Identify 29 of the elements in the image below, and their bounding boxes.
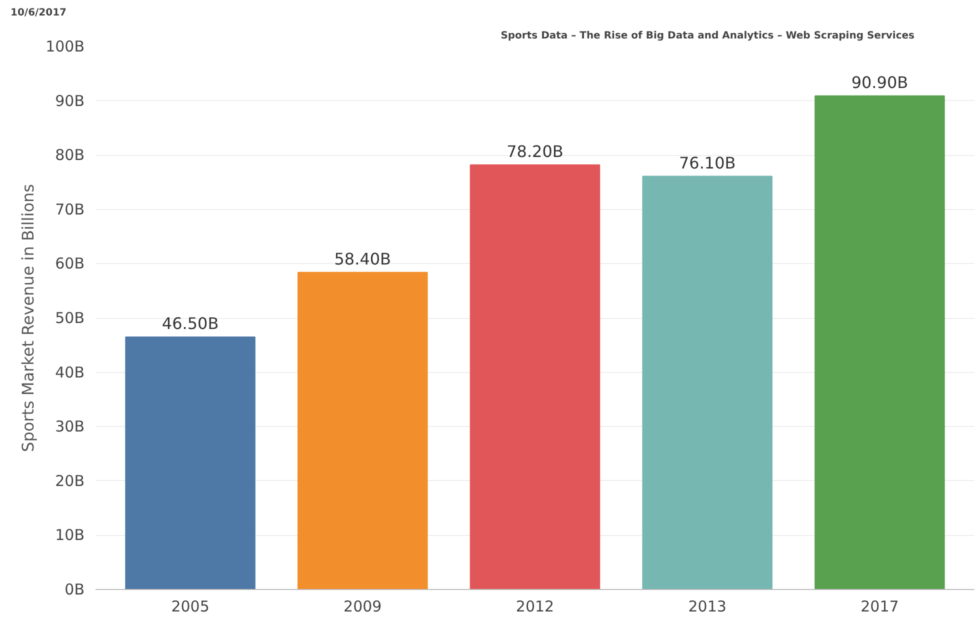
y-axis-title: Sports Market Revenue in Billions: [18, 184, 38, 452]
chart-title: Sports Data – The Rise of Big Data and Analytics – Web Scraping Services: [500, 30, 915, 42]
y-tick-label: 0B: [64, 580, 85, 598]
data-label: 90.90B: [851, 72, 908, 92]
x-tick-label: 2017: [860, 598, 899, 616]
data-label: 58.40B: [334, 249, 392, 268]
data-label: 76.10B: [678, 153, 736, 172]
data-label: 78.20B: [506, 142, 564, 161]
y-tick-label: 80B: [55, 146, 85, 164]
bar: [470, 164, 600, 590]
y-tick-label: 40B: [55, 363, 85, 382]
text: 10/6/2017: [10, 8, 67, 18]
x-tick-label: 2009: [344, 598, 382, 616]
bar: [642, 176, 772, 590]
y-tick-label: 10B: [55, 526, 85, 544]
y-tick-label: 60B: [55, 254, 85, 273]
y-tick-label: 20B: [55, 472, 85, 490]
y-tick-label: 50B: [55, 309, 85, 327]
y-tick-label: 100B: [46, 38, 84, 56]
bar: [298, 272, 428, 590]
bar: [814, 95, 945, 590]
x-tick-label: 2013: [688, 598, 726, 616]
x-tick-label: 2012: [516, 598, 554, 616]
y-tick-label: 90B: [55, 92, 85, 110]
y-tick-label: 30B: [55, 418, 85, 436]
y-tick-label: 70B: [55, 200, 85, 218]
data-label: 46.50B: [162, 314, 219, 334]
x-tick-label: 2005: [171, 598, 210, 616]
bar: [125, 336, 256, 590]
